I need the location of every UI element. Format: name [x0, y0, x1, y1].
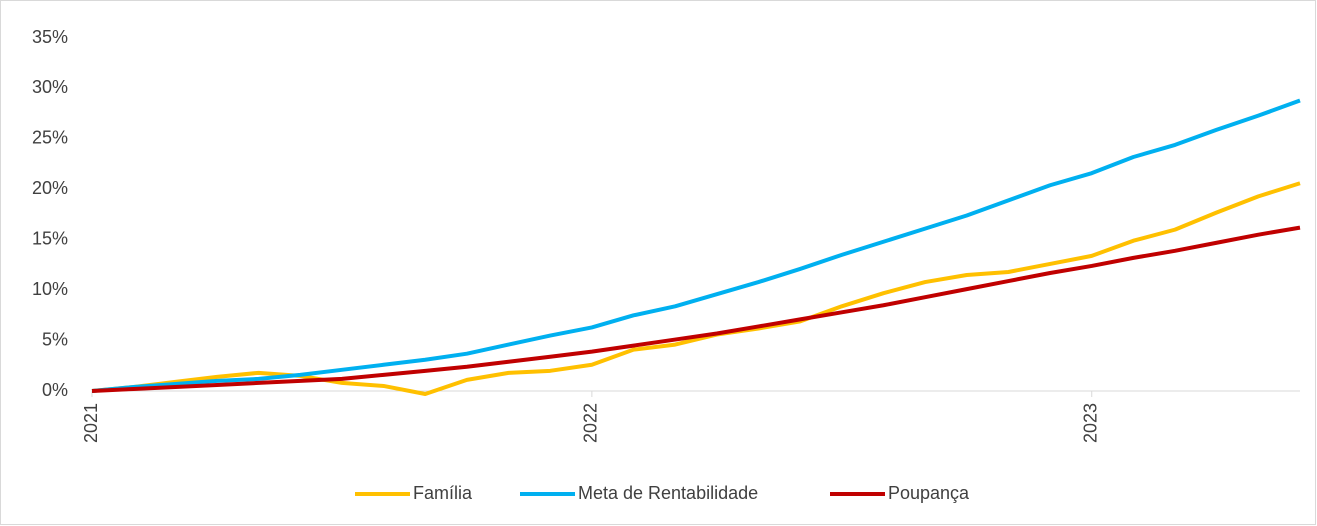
y-tick-label: 25% — [32, 128, 68, 148]
y-tick-label: 35% — [32, 27, 68, 47]
x-tick-label: 2022 — [581, 403, 601, 443]
y-tick-label: 5% — [42, 329, 68, 349]
y-tick-label: 0% — [42, 380, 68, 400]
series-line — [91, 225, 1301, 393]
y-tick-label: 20% — [32, 178, 68, 198]
legend-label: Família — [413, 483, 473, 503]
legend-label: Meta de Rentabilidade — [578, 483, 758, 503]
y-tick-label: 30% — [32, 77, 68, 97]
legend-label: Poupança — [888, 483, 970, 503]
y-tick-label: 15% — [32, 228, 68, 248]
x-tick-label: 2023 — [1080, 403, 1100, 443]
series-line — [91, 98, 1301, 393]
x-tick-label: 2021 — [81, 403, 101, 443]
y-tick-label: 10% — [32, 279, 68, 299]
